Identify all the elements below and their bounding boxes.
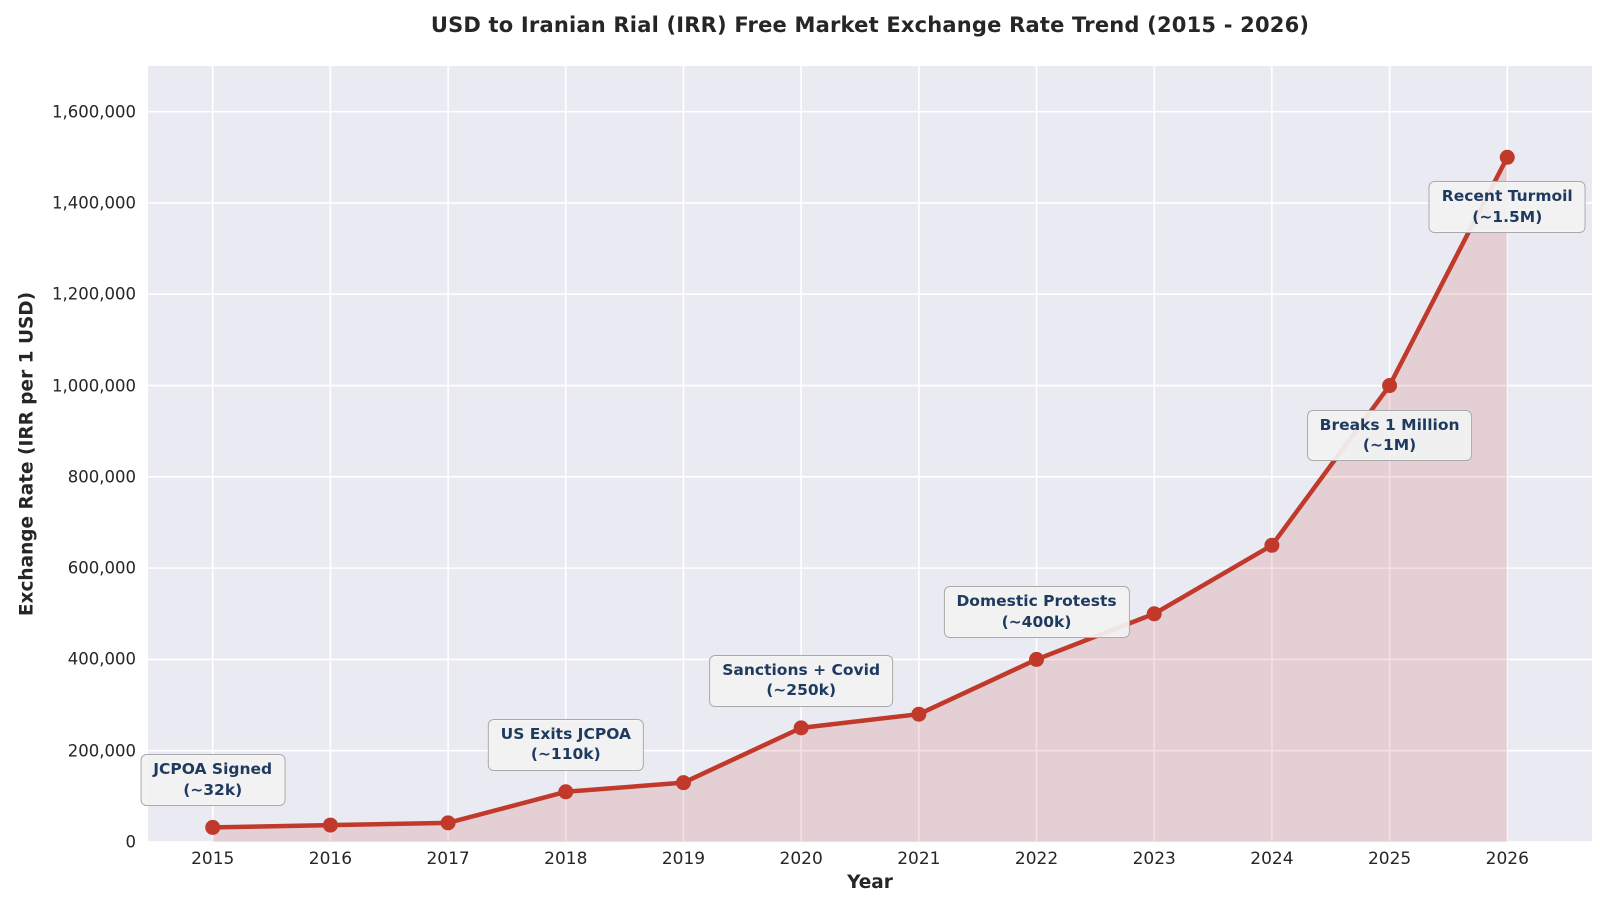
data-point-marker	[911, 706, 927, 722]
annotation-event-text: Domestic Protests	[956, 592, 1117, 611]
annotation-value-text: (~32k)	[183, 780, 243, 799]
annotation-box: Breaks 1 Million (~1M)	[1306, 409, 1473, 462]
annotation-event-text: Sanctions + Covid	[722, 660, 881, 679]
annotation-box: Sanctions + Covid (~250k)	[709, 654, 894, 707]
annotation-box: JCPOA Signed (~32k)	[140, 754, 286, 807]
y-axis-tick-label: 1,400,000	[52, 193, 136, 213]
x-axis-tick-label: 2024	[1250, 849, 1294, 869]
annotation-box: Recent Turmoil (~1.5M)	[1428, 181, 1586, 234]
x-axis-tick-label: 2022	[1014, 849, 1059, 869]
x-axis-tick-label: 2025	[1367, 849, 1412, 869]
annotation-event-text: Breaks 1 Million	[1319, 415, 1460, 434]
y-axis-tick-label: 1,200,000	[52, 284, 136, 304]
annotation-value-text: (~400k)	[1001, 612, 1072, 631]
x-axis-tick-label: 2020	[779, 849, 823, 869]
exchange-rate-line-chart	[148, 66, 1592, 842]
annotation-box: US Exits JCPOA (~110k)	[487, 718, 644, 771]
data-point-marker	[1146, 606, 1162, 622]
annotation-value-text: (~110k)	[530, 745, 601, 764]
data-point-marker	[440, 815, 456, 831]
annotation-event-text: Recent Turmoil	[1441, 187, 1573, 206]
data-point-marker	[1382, 378, 1398, 394]
y-axis-tick-label: 800,000	[67, 467, 136, 487]
data-point-marker	[675, 775, 691, 791]
area-fill	[212, 157, 1508, 842]
annotation-event-text: US Exits JCPOA	[500, 724, 631, 743]
y-axis-tick-label: 600,000	[67, 558, 136, 578]
annotation-value-text: (~1M)	[1362, 436, 1417, 455]
annotation-box: Domestic Protests (~400k)	[943, 586, 1130, 639]
data-point-marker	[1499, 149, 1515, 165]
y-axis-tick-label: 400,000	[67, 649, 136, 669]
x-axis-tick-label: 2017	[426, 849, 470, 869]
data-point-marker	[1264, 537, 1280, 553]
x-axis-tick-label: 2019	[661, 849, 706, 869]
trend-line	[210, 155, 1510, 830]
annotation-value-text: (~1.5M)	[1472, 207, 1543, 226]
y-axis-tick-label: 1,000,000	[52, 376, 136, 396]
data-point-marker	[1029, 651, 1045, 667]
x-axis-label: Year	[847, 872, 893, 893]
x-axis-tick-label: 2021	[897, 849, 941, 869]
data-point-marker	[558, 784, 574, 800]
x-axis-tick-label: 2015	[191, 849, 235, 869]
y-axis-tick-label: 0	[125, 832, 137, 852]
annotation-value-text: (~250k)	[766, 681, 837, 700]
y-axis-tick-label: 1,600,000	[52, 102, 136, 122]
annotation-event-text: JCPOA Signed	[153, 760, 273, 779]
data-point-marker	[793, 720, 809, 736]
y-axis-tick-label: 200,000	[67, 741, 136, 761]
x-axis-tick-label: 2018	[544, 849, 588, 869]
data-point-marker	[205, 819, 221, 835]
data-point-marker	[322, 817, 338, 833]
x-axis-tick-label: 2016	[308, 849, 353, 869]
x-axis-tick-label: 2026	[1485, 849, 1529, 869]
x-axis-tick-label: 2023	[1132, 849, 1176, 869]
chart-title: USD to Iranian Rial (IRR) Free Market Ex…	[430, 13, 1310, 37]
